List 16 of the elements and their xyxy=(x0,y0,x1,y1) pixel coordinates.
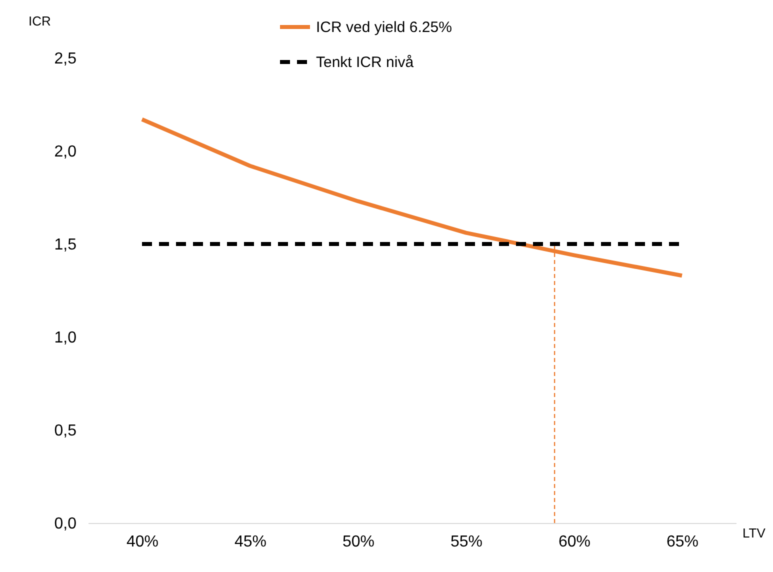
x-tick-label: 40% xyxy=(126,534,159,550)
y-tick-label: 2,0 xyxy=(54,144,77,160)
x-tick-label: 45% xyxy=(234,534,267,550)
y-tick-label: 0,0 xyxy=(54,516,77,532)
x-tick-label: 65% xyxy=(666,534,699,550)
x-tick-label: 55% xyxy=(450,534,483,550)
y-tick-label: 0,5 xyxy=(54,422,77,440)
legend-label: Tenkt ICR nivå xyxy=(316,54,414,71)
y-tick-label: 1,0 xyxy=(54,330,77,346)
x-tick-label: 60% xyxy=(558,534,591,550)
y-tick-label: 2,5 xyxy=(54,50,77,68)
x-axis-title: LTV xyxy=(742,526,766,540)
y-tick-label: 1,5 xyxy=(54,236,77,254)
legend-label: ICR ved yield 6.25% xyxy=(316,19,452,36)
y-axis-title: ICR xyxy=(28,14,51,28)
x-tick-label: 50% xyxy=(342,534,375,550)
